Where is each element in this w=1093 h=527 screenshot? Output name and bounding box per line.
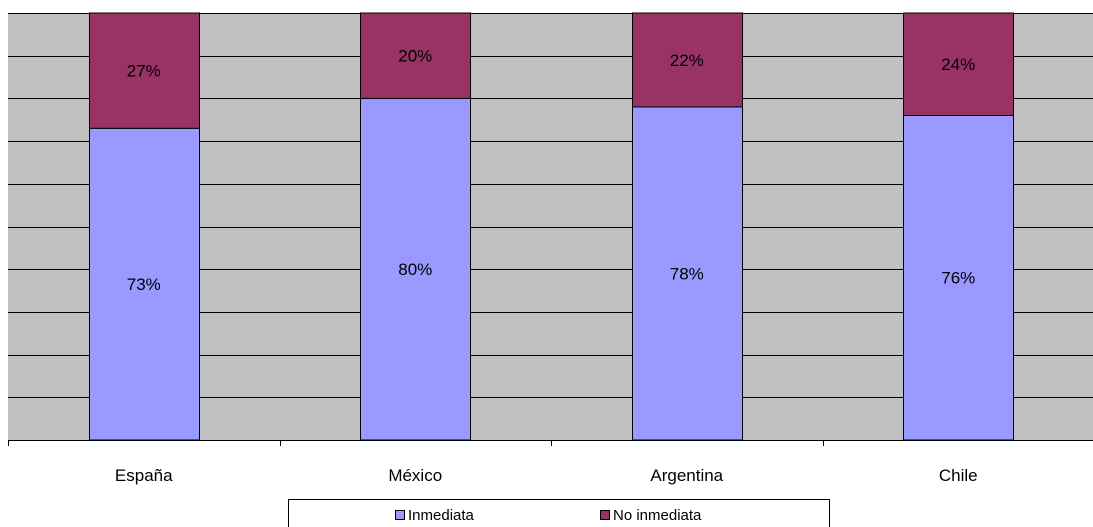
- bar-segment-no-inmediata: [903, 12, 1014, 116]
- x-axis: España México Argentina Chile: [8, 440, 1093, 485]
- data-label: 73%: [127, 275, 161, 294]
- data-label: 20%: [398, 47, 432, 66]
- bar-segment-inmediata: [903, 114, 1014, 441]
- bar-segment-inmediata: [89, 127, 200, 441]
- data-label: 76%: [941, 269, 975, 288]
- legend-box: [288, 499, 830, 527]
- legend-label: No inmediata: [613, 507, 702, 524]
- bar-segment-no-inmediata: [89, 12, 200, 129]
- x-tick-label: Chile: [939, 466, 978, 485]
- bar-segment-no-inmediata: [360, 12, 471, 99]
- bar-segment-inmediata: [360, 97, 471, 441]
- legend: Inmediata No inmediata: [288, 499, 830, 527]
- x-tick-label: México: [388, 466, 442, 485]
- x-tick-label: Argentina: [650, 466, 723, 485]
- data-label: 22%: [670, 51, 704, 70]
- bar-segment-inmediata: [632, 106, 743, 441]
- x-tick-label: España: [115, 466, 173, 485]
- segment-labels: 73% 27% 80% 20% 78% 22% 76% 24%: [127, 47, 976, 294]
- data-label: 27%: [127, 62, 161, 81]
- data-label: 80%: [398, 260, 432, 279]
- legend-swatch: [600, 510, 610, 520]
- data-label: 24%: [941, 55, 975, 74]
- data-label: 78%: [670, 264, 704, 283]
- legend-label: Inmediata: [408, 507, 475, 524]
- legend-swatch: [395, 510, 405, 520]
- bar-segment-no-inmediata: [632, 12, 743, 108]
- bars: [89, 12, 1014, 441]
